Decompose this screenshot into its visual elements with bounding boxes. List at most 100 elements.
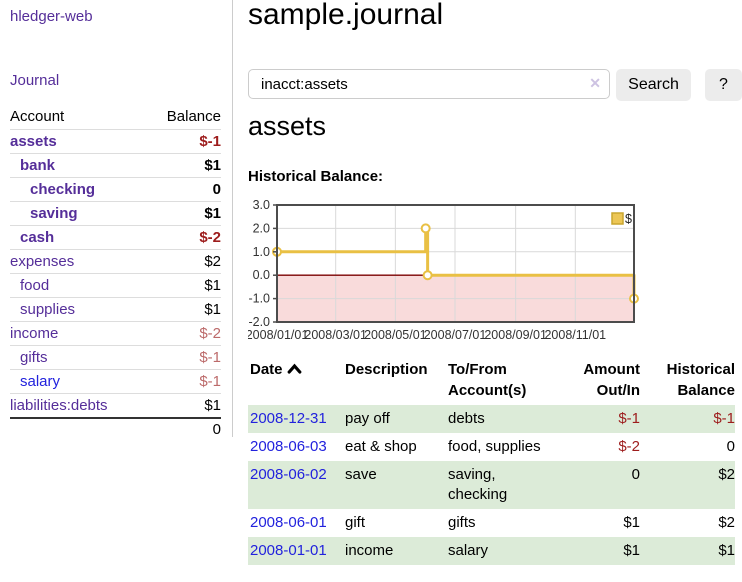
account-balance: 0	[146, 178, 221, 202]
account-balance: $2	[146, 250, 221, 274]
data-point-marker	[424, 271, 432, 279]
transaction-balance: $2	[640, 461, 735, 509]
x-tick-label: 2008/07/01	[424, 328, 487, 342]
account-balance: $-2	[146, 322, 221, 346]
account-link-liabilities-debts[interactable]: liabilities:debts	[10, 397, 108, 414]
account-row: liabilities:debts$1	[10, 394, 221, 419]
main-content: sample.journal ✕ Search ? assets Histori…	[248, 0, 742, 582]
clear-search-icon[interactable]: ✕	[589, 76, 601, 90]
column-header-amount: Amount Out/In	[552, 357, 640, 405]
accounts-header-balance: Balance	[146, 105, 221, 130]
accounts-table-header: Account Balance	[10, 105, 221, 130]
y-tick-label: 3.0	[253, 198, 270, 212]
account-link-income[interactable]: income	[10, 325, 58, 342]
transaction-amount: $-2	[552, 433, 640, 461]
account-link-salary[interactable]: salary	[20, 373, 60, 390]
transaction-date-link[interactable]: 2008-06-02	[250, 466, 327, 483]
x-tick-label: 2008/05/01	[364, 328, 427, 342]
account-row: cash $-2	[10, 226, 221, 250]
y-tick-label: 2.0	[253, 221, 270, 235]
account-balance: $-1	[146, 370, 221, 394]
column-header-tofrom: To/From Account(s)	[448, 357, 552, 405]
column-header-description: Description	[345, 357, 448, 405]
account-balance: $1	[146, 274, 221, 298]
account-row: food $1	[10, 274, 221, 298]
account-row: salary $-1	[10, 370, 221, 394]
account-link-gifts[interactable]: gifts	[20, 349, 48, 366]
account-row: income $-2	[10, 322, 221, 346]
legend-label: $	[625, 212, 632, 226]
transaction-balance: $1	[640, 537, 735, 565]
transaction-description: eat & shop	[345, 433, 448, 461]
account-balance: $-1	[146, 130, 221, 154]
account-link-checking[interactable]: checking	[30, 181, 95, 198]
accounts-total-balance: 0	[146, 418, 221, 441]
account-link-supplies[interactable]: supplies	[20, 301, 75, 318]
sort-ascending-icon	[287, 363, 302, 374]
transaction-accounts: salary	[448, 537, 552, 565]
transaction-amount: $1	[552, 509, 640, 537]
transaction-description: pay off	[345, 405, 448, 433]
historical-balance-chart: 3.02.01.00.0-1.0-2.02008/01/012008/03/01…	[248, 198, 742, 348]
account-row: supplies $1	[10, 298, 221, 322]
search-input[interactable]	[248, 69, 610, 99]
accounts-header-account: Account	[10, 105, 146, 130]
transaction-row: 2008-01-01incomesalary$1$1	[248, 537, 735, 565]
transaction-row: 2008-12-31pay offdebts$-1$-1	[248, 405, 735, 433]
historical-balance-label: Historical Balance:	[248, 168, 383, 186]
column-header-date[interactable]: Date	[248, 357, 345, 405]
y-tick-label: 1.0	[253, 245, 270, 259]
transaction-accounts: gifts	[448, 509, 552, 537]
account-link-saving[interactable]: saving	[30, 205, 78, 222]
account-row: checking 0	[10, 178, 221, 202]
transaction-description: income	[345, 537, 448, 565]
transaction-row: 2008-06-01 giftgifts$1$2	[248, 509, 735, 537]
transaction-balance: $-1	[640, 405, 735, 433]
account-balance: $-2	[146, 226, 221, 250]
accounts-total-row: 0	[10, 418, 221, 441]
account-balance: $1	[146, 298, 221, 322]
transaction-date-link[interactable]: 2008-01-01	[250, 542, 327, 559]
balance-chart-svg: 3.02.01.00.0-1.0-2.02008/01/012008/03/01…	[248, 198, 742, 348]
register-table: Date Description To/From Account(s) Amou…	[248, 357, 735, 565]
transaction-amount: 0	[552, 461, 640, 509]
account-heading: assets	[248, 106, 326, 146]
data-point-marker	[422, 224, 430, 232]
transaction-description: save	[345, 461, 448, 509]
transaction-accounts: saving, checking	[448, 461, 552, 509]
x-tick-label: 2008/01/01	[248, 328, 308, 342]
search-form: ✕ Search ?	[248, 69, 742, 101]
app-title-link[interactable]: hledger-web	[10, 8, 93, 25]
y-tick-label: -2.0	[248, 315, 270, 329]
account-link-assets[interactable]: assets	[10, 133, 57, 150]
account-row: bank $1	[10, 154, 221, 178]
sidebar-item-journal[interactable]: Journal	[10, 72, 59, 89]
transaction-row: 2008-06-02 savesaving, checking0$2	[248, 461, 735, 509]
account-link-cash[interactable]: cash	[20, 229, 54, 246]
transaction-accounts: debts	[448, 405, 552, 433]
x-tick-label: 2008/03/01	[304, 328, 367, 342]
x-tick-label: 2008/09/01	[484, 328, 547, 342]
transaction-amount: $1	[552, 537, 640, 565]
search-button[interactable]: Search	[616, 69, 691, 101]
account-balance: $1	[146, 202, 221, 226]
account-link-expenses[interactable]: expenses	[10, 253, 74, 270]
account-row: expenses $2	[10, 250, 221, 274]
transaction-accounts: food, supplies	[448, 433, 552, 461]
transaction-amount: $-1	[552, 405, 640, 433]
help-button[interactable]: ?	[705, 69, 742, 101]
transaction-date-link[interactable]: 2008-06-01	[250, 514, 327, 531]
register-header-row: Date Description To/From Account(s) Amou…	[248, 357, 735, 405]
account-row: assets $-1	[10, 130, 221, 154]
transaction-date-link[interactable]: 2008-06-03	[250, 438, 327, 455]
transaction-balance: $2	[640, 509, 735, 537]
account-row: saving $1	[10, 202, 221, 226]
accounts-table: Account Balance assets $-1 bank $1 checking 0…	[10, 105, 221, 441]
transaction-description: gift	[345, 509, 448, 537]
account-link-bank[interactable]: bank	[20, 157, 55, 174]
sidebar: hledger-web Journal Account Balance asse…	[0, 0, 233, 437]
legend-swatch	[612, 213, 623, 224]
transaction-date-link[interactable]: 2008-12-31	[250, 410, 327, 427]
account-link-food[interactable]: food	[20, 277, 49, 294]
account-balance: $1	[146, 154, 221, 178]
